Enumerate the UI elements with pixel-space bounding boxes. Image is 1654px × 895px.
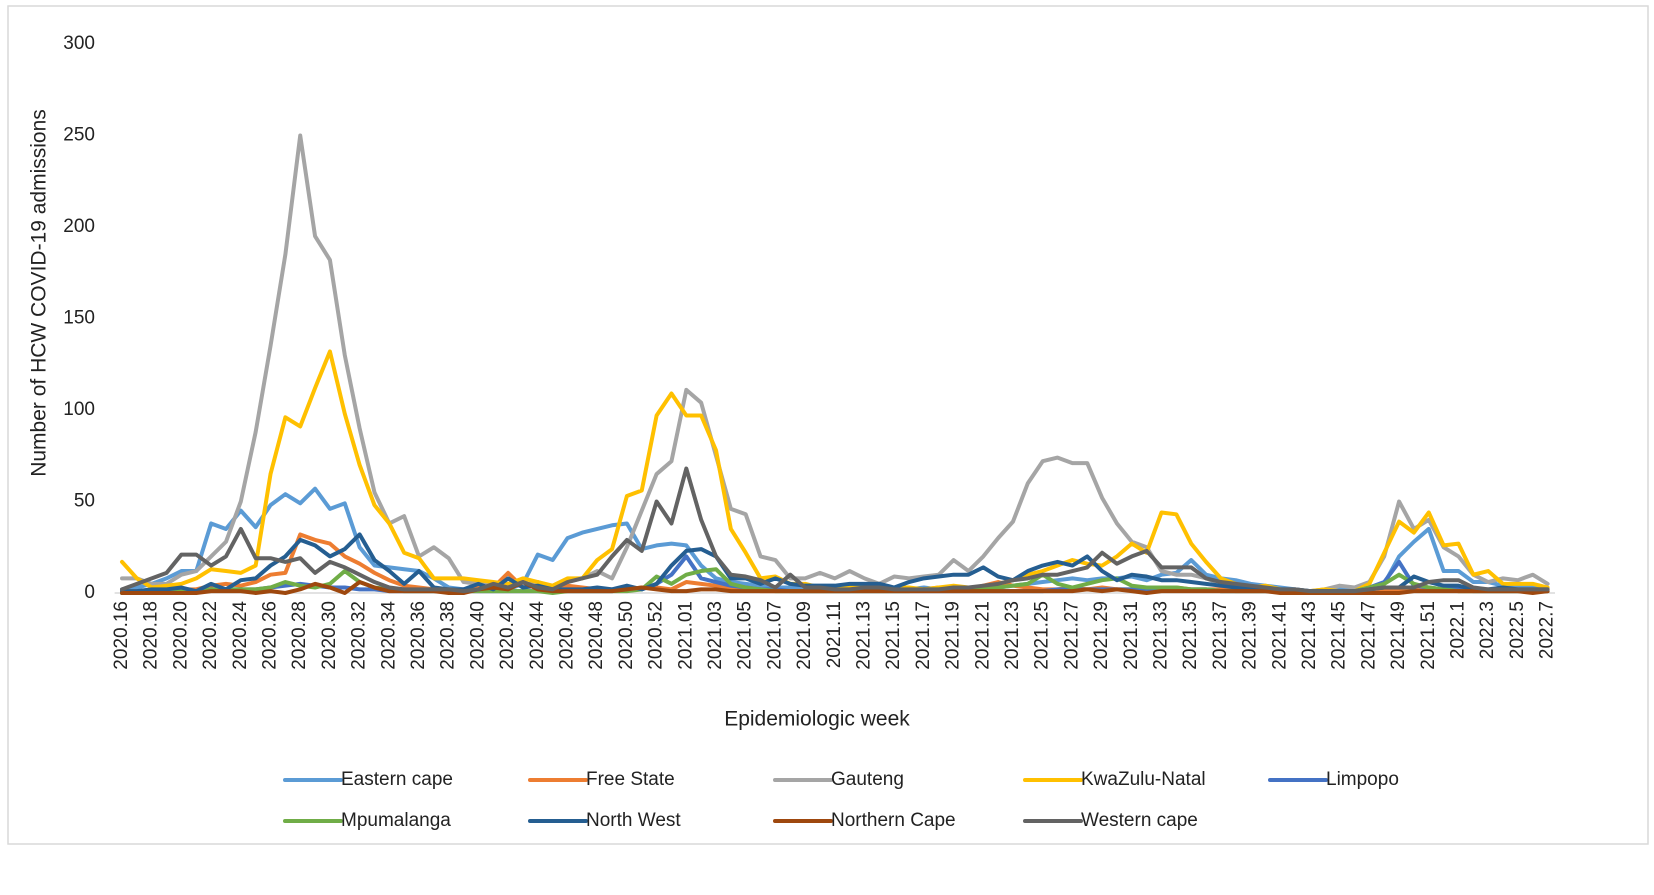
x-tick-label: 2021.23 [1002,601,1023,670]
legend-label: Free State [586,769,675,790]
x-tick-label: 2021.39 [1240,601,1261,670]
legend-item: Northern Cape [773,810,956,831]
legend-item: Mpumalanga [283,810,451,831]
x-tick-label: 2020.48 [586,601,607,670]
legend-label: Limpopo [1326,769,1399,790]
x-tick-label: 2021.17 [913,601,934,670]
legend-label: Northern Cape [831,810,956,831]
x-tick-label: 2020.16 [111,601,132,670]
x-tick-label: 2021.05 [735,601,756,670]
legend-label: KwaZulu-Natal [1081,769,1206,790]
x-tick-label: 2020.26 [260,601,281,670]
x-tick-label: 2021.43 [1299,601,1320,670]
x-tick-label: 2020.34 [378,601,399,670]
x-tick-label: 2020.40 [467,601,488,670]
x-tick-label: 2021.47 [1358,601,1379,670]
x-tick-label: 2020.44 [527,601,548,670]
legend-label: Gauteng [831,769,904,790]
legend-item: Western cape [1023,810,1198,831]
x-tick-label: 2021.51 [1418,601,1439,670]
x-tick-label: 2021.07 [764,601,785,670]
legend-item: North West [528,810,681,831]
x-tick-label: 2020.32 [349,601,370,670]
x-tick-label: 2020.38 [438,601,459,670]
x-tick-label: 2022.5 [1507,601,1528,659]
y-axis-title: Number of HCW COVID-19 admissions [28,109,51,477]
x-tick-label: 2021.49 [1388,601,1409,670]
x-tick-label: 2020.30 [319,601,340,670]
x-tick-label: 2021.35 [1180,601,1201,670]
x-tick-label: 2021.01 [675,601,696,670]
legend-item: Free State [528,769,675,790]
legend-label: North West [586,810,681,831]
y-tick-label: 100 [63,399,95,420]
x-tick-label: 2020.20 [170,601,191,670]
x-tick-label: 2020.50 [616,601,637,670]
y-tick-label: 250 [63,125,95,146]
x-tick-label: 2020.28 [289,601,310,670]
y-tick-label: 150 [63,308,95,329]
x-tick-label: 2020.46 [557,601,578,670]
x-tick-label: 2020.36 [408,601,429,670]
x-tick-label: 2020.22 [200,601,221,670]
x-tick-label: 2021.33 [1151,601,1172,670]
x-tick-label: 2021.37 [1210,601,1231,670]
y-tick-label: 200 [63,216,95,237]
legend-label: Eastern cape [341,769,453,790]
x-tick-label: 2020.24 [230,601,251,670]
x-tick-label: 2021.03 [705,601,726,670]
x-tick-label: 2020.42 [497,601,518,670]
x-tick-label: 2022.3 [1477,601,1498,659]
y-tick-label: 50 [74,491,95,512]
x-tick-label: 2021.21 [972,601,993,670]
x-tick-label: 2021.13 [854,601,875,670]
series-line [120,466,1550,594]
x-tick-label: 2020.52 [646,601,667,670]
y-tick-label: 300 [63,33,95,54]
legend-label: Western cape [1081,810,1198,831]
legend-item: Limpopo [1268,769,1399,790]
x-axis-title: Epidemiologic week [724,708,910,731]
x-tick-label: 2021.11 [824,601,845,668]
x-tick-label: 2021.31 [1121,601,1142,670]
legend-label: Mpumalanga [341,810,451,831]
y-tick-label: 0 [84,582,95,603]
x-tick-label: 2021.19 [943,601,964,670]
legend-item: Eastern cape [283,769,453,790]
x-tick-label: 2021.45 [1329,601,1350,670]
x-tick-label: 2021.41 [1269,601,1290,670]
x-tick-label: 2021.27 [1061,601,1082,670]
x-tick-label: 2021.09 [794,601,815,670]
x-tick-label: 2021.15 [883,601,904,670]
x-tick-label: 2021.25 [1032,601,1053,670]
legend-item: Gauteng [773,769,904,790]
x-tick-label: 2022.1 [1447,601,1468,659]
x-tick-label: 2022.7 [1537,601,1558,659]
legend-item: KwaZulu-Natal [1023,769,1206,790]
x-tick-label: 2020.18 [141,601,162,670]
x-tick-label: 2021.29 [1091,601,1112,670]
